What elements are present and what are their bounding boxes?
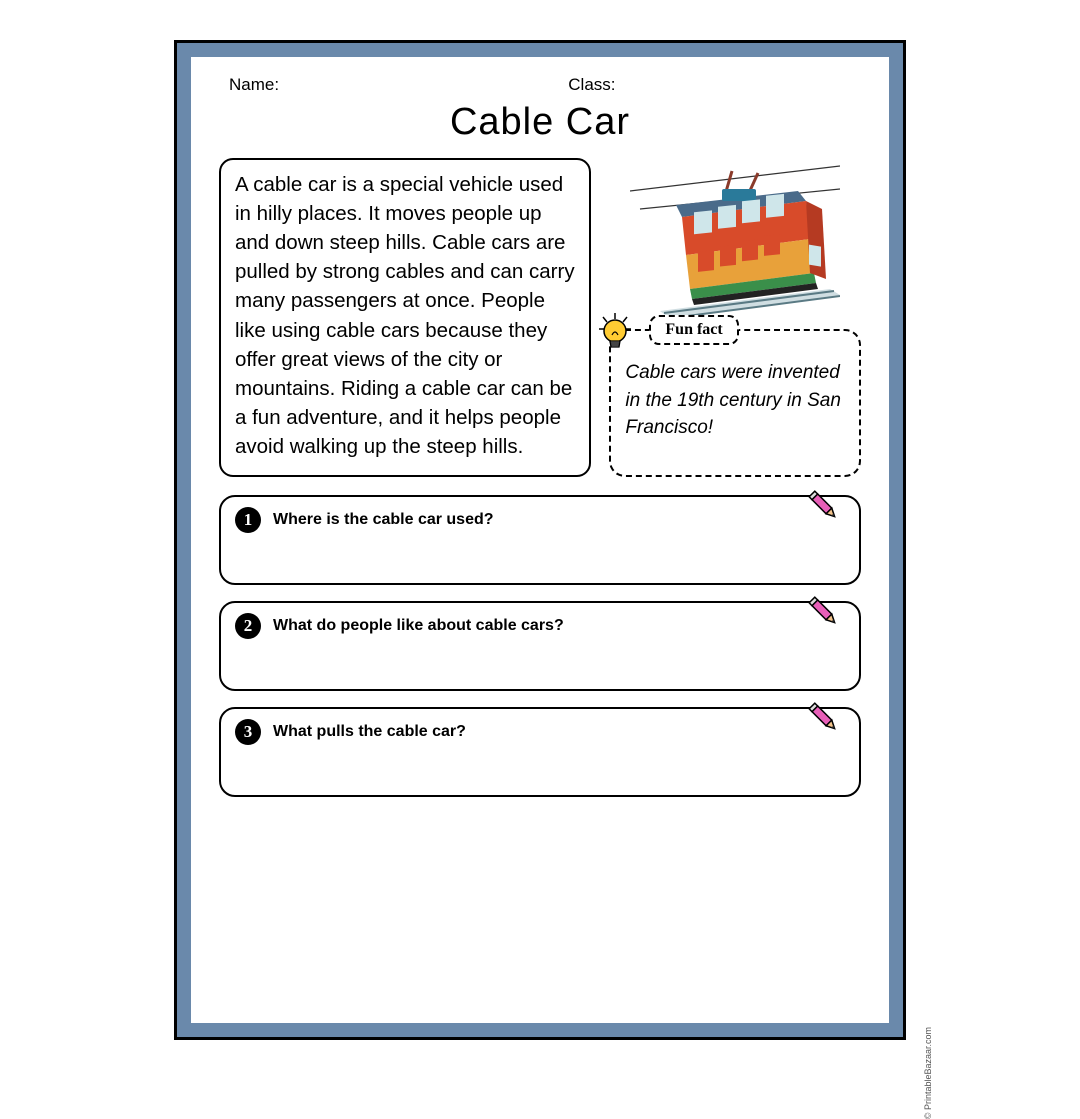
funfact-box: Cable cars were invented in the 19th cen… bbox=[609, 329, 861, 477]
question-row: 1 Where is the cable car used? bbox=[235, 507, 845, 533]
question-number: 1 bbox=[235, 507, 261, 533]
question-row: 2 What do people like about cable cars? bbox=[235, 613, 845, 639]
cable-car-illustration bbox=[609, 158, 861, 323]
header-fields: Name: Class: bbox=[219, 75, 861, 95]
class-label: Class: bbox=[568, 75, 851, 95]
question-box: 1 Where is the cable car used? bbox=[219, 495, 861, 585]
question-row: 3 What pulls the cable car? bbox=[235, 719, 845, 745]
question-text: Where is the cable car used? bbox=[273, 511, 494, 529]
pencil-icon bbox=[803, 591, 845, 633]
question-number: 3 bbox=[235, 719, 261, 745]
funfact-label: Fun fact bbox=[649, 315, 738, 345]
name-label: Name: bbox=[229, 75, 568, 95]
worksheet-outer: Name: Class: Cable Car A cable car is a … bbox=[174, 40, 906, 1040]
funfact-wrapper: Fun fact Cable cars were invented in the… bbox=[609, 329, 861, 477]
reading-passage: A cable car is a special vehicle used in… bbox=[219, 158, 591, 477]
question-text: What pulls the cable car? bbox=[273, 723, 466, 741]
question-box: 3 What pulls the cable car? bbox=[219, 707, 861, 797]
questions-section: 1 Where is the cable car used? 2 What do… bbox=[219, 495, 861, 797]
pencil-icon bbox=[803, 697, 845, 739]
lightbulb-icon bbox=[595, 311, 635, 355]
pencil-icon bbox=[803, 485, 845, 527]
worksheet-frame: Name: Class: Cable Car A cable car is a … bbox=[177, 43, 903, 1037]
page-title: Cable Car bbox=[219, 101, 861, 144]
question-number: 2 bbox=[235, 613, 261, 639]
question-box: 2 What do people like about cable cars? bbox=[219, 601, 861, 691]
copyright-text: © PrintableBazaar.com bbox=[923, 1027, 933, 1119]
mid-section: A cable car is a special vehicle used in… bbox=[219, 158, 861, 477]
cable-car-icon bbox=[630, 161, 840, 321]
question-text: What do people like about cable cars? bbox=[273, 617, 564, 635]
right-column: Fun fact Cable cars were invented in the… bbox=[609, 158, 861, 477]
